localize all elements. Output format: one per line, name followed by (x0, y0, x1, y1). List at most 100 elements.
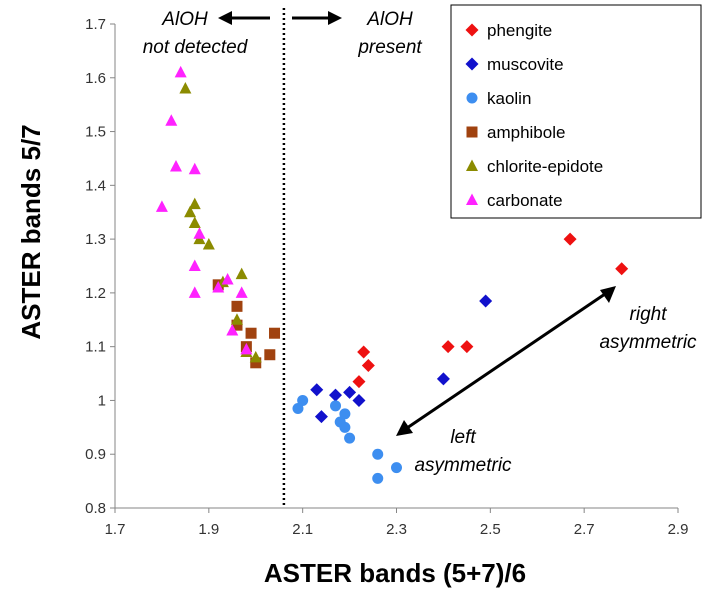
y-axis-title: ASTER bands 5/7 (16, 124, 46, 339)
kaolin-point (339, 408, 351, 420)
phengite-point (460, 340, 474, 354)
annotation-right: right (630, 304, 668, 325)
y-tick-label: 1 (98, 392, 106, 409)
amphibole-point (269, 327, 281, 339)
muscovite-point (343, 385, 357, 399)
legend-marker-kaolin (466, 92, 478, 104)
chlorite-epidote-point (188, 216, 201, 228)
y-tick-label: 0.8 (85, 500, 106, 517)
carbonate-point (212, 281, 225, 293)
phengite-point (563, 232, 577, 246)
kaolin-point (391, 462, 402, 474)
annotation-aloh-left: AlOH (161, 9, 208, 30)
x-tick-label: 2.1 (292, 521, 313, 538)
legend: phengite muscovite kaolin amphibole chlorite… (450, 4, 702, 219)
carbonate-point (174, 65, 187, 78)
carbonate-point (235, 286, 248, 298)
muscovite-point (436, 372, 450, 386)
legend-label-muscovite: muscovite (487, 55, 564, 74)
legend-box (450, 4, 702, 219)
right-arrow (292, 11, 342, 25)
carbonate-point (221, 272, 234, 285)
series-muscovite (310, 294, 493, 424)
legend-item-phengite: phengite (465, 21, 552, 40)
phengite-point (615, 262, 629, 276)
chlorite-epidote-point (249, 350, 262, 363)
chlorite-epidote-point (179, 82, 192, 94)
phengite-point (357, 345, 371, 359)
y-tick-label: 1.1 (85, 339, 106, 356)
muscovite-point (479, 294, 493, 308)
y-tick-label: 1.4 (85, 177, 106, 194)
kaolin-point (344, 432, 356, 444)
series-phengite (352, 232, 629, 389)
x-tick-label: 1.7 (105, 521, 126, 538)
double-arrow (396, 286, 616, 436)
muscovite-point (352, 393, 366, 407)
kaolin-point (372, 448, 384, 460)
muscovite-point (329, 388, 343, 402)
x-tick-label: 2.9 (668, 521, 689, 538)
kaolin-point (292, 403, 304, 415)
y-tick-label: 1.5 (85, 124, 106, 141)
amphibole-point (231, 319, 243, 331)
amphibole-point (245, 327, 257, 339)
legend-label-carbonate: carbonate (487, 191, 563, 210)
legend-item-muscovite: muscovite (465, 55, 564, 74)
amphibole-point (264, 349, 276, 361)
muscovite-point (314, 410, 328, 424)
phengite-point (441, 340, 455, 354)
kaolin-point (297, 394, 309, 406)
series-kaolin (292, 394, 402, 484)
carbonate-point (169, 160, 182, 172)
kaolin-point (339, 421, 351, 433)
annotation-right-asymmetric: asymmetric (599, 332, 697, 353)
carbonate-point (188, 286, 201, 298)
legend-item-carbonate: carbonate (466, 191, 563, 210)
x-tick-label: 2.5 (480, 521, 501, 538)
annotation-present: present (357, 37, 422, 58)
y-tick-label: 1.2 (85, 285, 106, 302)
annotation-not-detected: not detected (143, 37, 249, 58)
chlorite-epidote-point (184, 205, 197, 218)
legend-label-kaolin: kaolin (487, 89, 531, 108)
legend-item-chlorite-epidote: chlorite-epidote (466, 157, 603, 176)
legend-label-amphibole: amphibole (487, 123, 565, 142)
carbonate-point (188, 259, 201, 271)
y-tick-label: 1.7 (85, 16, 106, 33)
x-tick-label: 2.7 (574, 521, 595, 538)
amphibole-point (250, 357, 262, 369)
legend-marker-carbonate (466, 193, 478, 205)
carbonate-point (165, 114, 178, 126)
legend-marker-amphibole (466, 126, 478, 138)
series-carbonate (155, 65, 253, 355)
x-axis-ticks: 1.7 1.9 2.1 2.3 2.5 2.7 2.9 (105, 508, 689, 538)
muscovite-point (310, 383, 324, 397)
y-tick-label: 0.9 (85, 446, 106, 463)
chlorite-epidote-point (235, 267, 248, 280)
carbonate-point (240, 342, 253, 355)
y-tick-label: 1.3 (85, 231, 106, 248)
legend-item-amphibole: amphibole (466, 123, 565, 142)
data-points (155, 65, 629, 484)
x-tick-label: 2.3 (386, 521, 407, 538)
x-axis-title: ASTER bands (5+7)/6 (264, 558, 526, 588)
chlorite-epidote-point (202, 237, 215, 250)
carbonate-point (188, 162, 201, 175)
amphibole-point (231, 300, 243, 312)
annotation-aloh-right: AlOH (366, 9, 413, 30)
kaolin-point (372, 472, 384, 484)
carbonate-point (155, 200, 168, 212)
x-tick-label: 1.9 (198, 521, 219, 538)
y-axis-ticks: 0.8 0.9 1 1.1 1.2 1.3 1.4 1.5 1.6 1.7 (85, 16, 115, 517)
annotation-left: left (450, 427, 476, 448)
legend-label-chlorite-epidote: chlorite-epidote (487, 157, 603, 176)
legend-item-kaolin: kaolin (466, 89, 531, 108)
phengite-point (352, 375, 366, 389)
legend-marker-muscovite (465, 57, 479, 71)
y-tick-label: 1.6 (85, 70, 106, 87)
legend-label-phengite: phengite (487, 21, 552, 40)
legend-marker-phengite (465, 23, 479, 37)
annotation-left-asymmetric: asymmetric (414, 455, 512, 476)
